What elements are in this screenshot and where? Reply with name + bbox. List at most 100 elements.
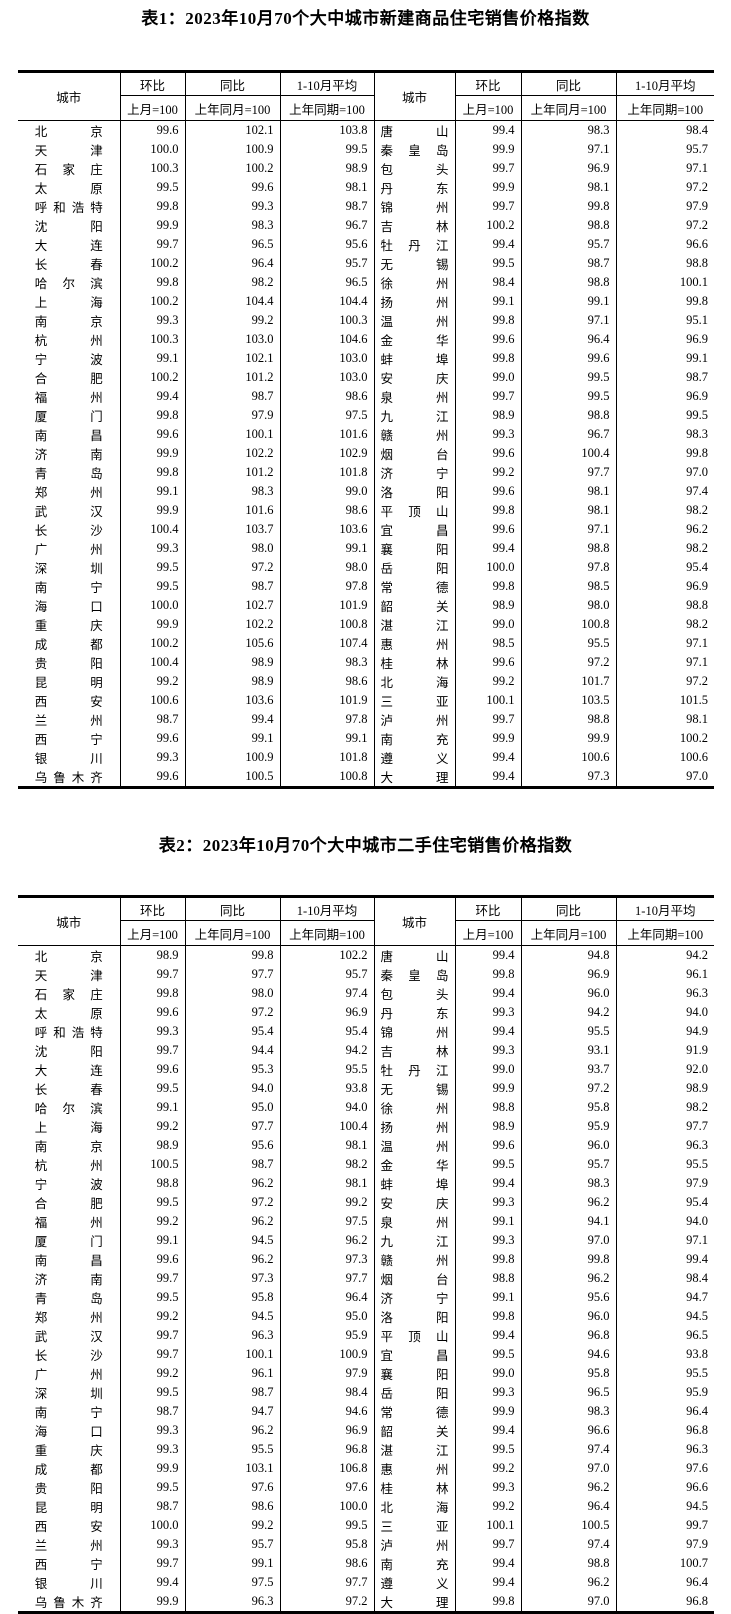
city-name: 昆明 <box>34 1501 103 1515</box>
table-row: 长沙 100.4 103.7 103.6 宜昌 99.6 97.1 96.2 <box>18 520 714 539</box>
col-header-city-right: 城市 <box>374 896 456 946</box>
value-cell: 96.3 <box>185 1592 281 1613</box>
city-cell: 岳阳 <box>374 1383 456 1402</box>
value-cell: 98.6 <box>185 1497 281 1516</box>
city-name: 徐州 <box>380 1102 449 1116</box>
value-cell: 100.2 <box>120 368 186 387</box>
value-cell: 96.9 <box>521 965 617 984</box>
value-cell: 96.9 <box>280 1421 375 1440</box>
value-cell: 99.3 <box>120 1022 186 1041</box>
header-row-bases: 上月=100 上年同月=100 上年同期=100 上月=100 上年同月=100… <box>18 920 714 946</box>
city-name: 三亚 <box>380 695 449 709</box>
table-header: 城市 环比 同比 1-10月平均 城市 环比 同比 1-10月平均 上月=100… <box>18 71 714 121</box>
table-row: 天津 100.0 100.9 99.5 秦皇岛 99.9 97.1 95.7 <box>18 140 714 159</box>
value-cell: 99.9 <box>120 216 186 235</box>
city-name: 遵义 <box>380 752 449 766</box>
value-cell: 101.8 <box>280 463 375 482</box>
city-name: 蚌埠 <box>380 1178 449 1192</box>
city-cell: 南充 <box>374 1554 456 1573</box>
city-cell: 洛阳 <box>374 1307 456 1326</box>
value-cell: 100.2 <box>120 254 186 273</box>
col-subheader-mom-base-right: 上月=100 <box>455 95 522 121</box>
value-cell: 98.9 <box>686 1081 708 1095</box>
city-cell: 牡丹江 <box>374 1060 456 1079</box>
value-cell: 98.7 <box>120 1402 186 1421</box>
value-cell: 99.8 <box>455 1307 522 1326</box>
value-cell: 97.1 <box>686 1233 708 1247</box>
table-row: 沈阳 99.9 98.3 96.7 吉林 100.2 98.8 97.2 <box>18 216 714 235</box>
value-cell: 98.9 <box>120 1136 186 1155</box>
city-cell: 太原 <box>18 178 121 197</box>
value-cell: 96.5 <box>521 1383 617 1402</box>
table-row: 南昌 99.6 96.2 97.3 赣州 99.8 99.8 99.4 <box>18 1250 714 1269</box>
city-name: 武汉 <box>34 505 103 519</box>
value-cell: 97.1 <box>521 140 617 159</box>
value-cell: 101.5 <box>679 693 708 707</box>
city-cell: 兰州 <box>18 1535 121 1554</box>
city-cell: 南京 <box>18 1136 121 1155</box>
value-cell: 97.5 <box>280 406 375 425</box>
table-body: 北京 99.6 102.1 103.8 唐山 99.4 98.3 98.4 天津 100.0 100… <box>18 120 714 788</box>
value-cell: 96.7 <box>280 216 375 235</box>
value-cell: 97.7 <box>686 1119 708 1133</box>
value-cell: 99.9 <box>455 140 522 159</box>
city-name: 大连 <box>34 1064 103 1078</box>
value-cell: 96.5 <box>280 273 375 292</box>
city-name: 泸州 <box>380 714 449 728</box>
value-cell: 96.3 <box>686 1442 708 1456</box>
value-cell: 99.8 <box>686 294 708 308</box>
city-name: 大连 <box>34 239 103 253</box>
table-row: 郑州 99.2 94.5 95.0 洛阳 99.8 96.0 94.5 <box>18 1307 714 1326</box>
table-row: 石家庄 99.8 98.0 97.4 包头 99.4 96.0 96.3 <box>18 984 714 1003</box>
value-cell: 99.6 <box>455 330 522 349</box>
city-name: 厦门 <box>34 410 103 424</box>
value-cell: 100.0 <box>280 1497 375 1516</box>
value-cell: 97.4 <box>521 1535 617 1554</box>
value-cell: 99.6 <box>120 425 186 444</box>
value-cell: 94.0 <box>686 1005 708 1019</box>
value-cell: 98.7 <box>120 1497 186 1516</box>
value-cell: 99.4 <box>455 1326 522 1345</box>
city-cell: 包头 <box>374 984 456 1003</box>
table-row: 济南 99.9 102.2 102.9 烟台 99.6 100.4 99.8 <box>18 444 714 463</box>
city-cell: 平顶山 <box>374 501 456 520</box>
col-header-avg-right: 1-10月平均 <box>616 71 714 96</box>
value-cell: 99.4 <box>120 1573 186 1592</box>
value-cell: 98.8 <box>521 273 617 292</box>
value-cell: 99.5 <box>280 1516 375 1535</box>
city-name: 上海 <box>34 1121 103 1135</box>
value-cell: 98.2 <box>185 273 281 292</box>
city-cell: 无锡 <box>374 254 456 273</box>
value-cell: 100.1 <box>679 275 708 289</box>
value-cell: 96.9 <box>686 579 708 593</box>
city-name: 呼和浩特 <box>34 201 103 215</box>
value-cell: 99.8 <box>120 463 186 482</box>
value-cell: 100.9 <box>185 748 281 767</box>
value-cell: 98.9 <box>455 596 522 615</box>
value-cell: 100.3 <box>120 159 186 178</box>
city-cell: 长春 <box>18 254 121 273</box>
value-cell: 99.6 <box>120 1060 186 1079</box>
city-name: 吉林 <box>380 1045 449 1059</box>
value-cell: 97.7 <box>280 1269 375 1288</box>
col-header-yoy-left: 同比 <box>185 896 281 921</box>
value-cell: 94.0 <box>686 1214 708 1228</box>
value-cell: 97.2 <box>686 674 708 688</box>
city-cell: 襄阳 <box>374 539 456 558</box>
value-cell: 97.1 <box>686 161 708 175</box>
city-cell: 呼和浩特 <box>18 197 121 216</box>
value-cell: 98.1 <box>521 501 617 520</box>
value-cell: 99.5 <box>280 140 375 159</box>
value-cell: 97.3 <box>185 1269 281 1288</box>
value-cell: 99.7 <box>455 710 522 729</box>
city-cell: 丹东 <box>374 178 456 197</box>
value-cell: 95.5 <box>280 1060 375 1079</box>
table-row: 福州 99.4 98.7 98.6 泉州 99.7 99.5 96.9 <box>18 387 714 406</box>
table-row: 乌鲁木齐 99.6 100.5 100.8 大理 99.4 97.3 97.0 <box>18 767 714 788</box>
city-cell: 湛江 <box>374 615 456 634</box>
value-cell: 95.0 <box>280 1307 375 1326</box>
city-cell: 长春 <box>18 1079 121 1098</box>
table-row: 青岛 99.8 101.2 101.8 济宁 99.2 97.7 97.0 <box>18 463 714 482</box>
value-cell: 95.7 <box>185 1535 281 1554</box>
